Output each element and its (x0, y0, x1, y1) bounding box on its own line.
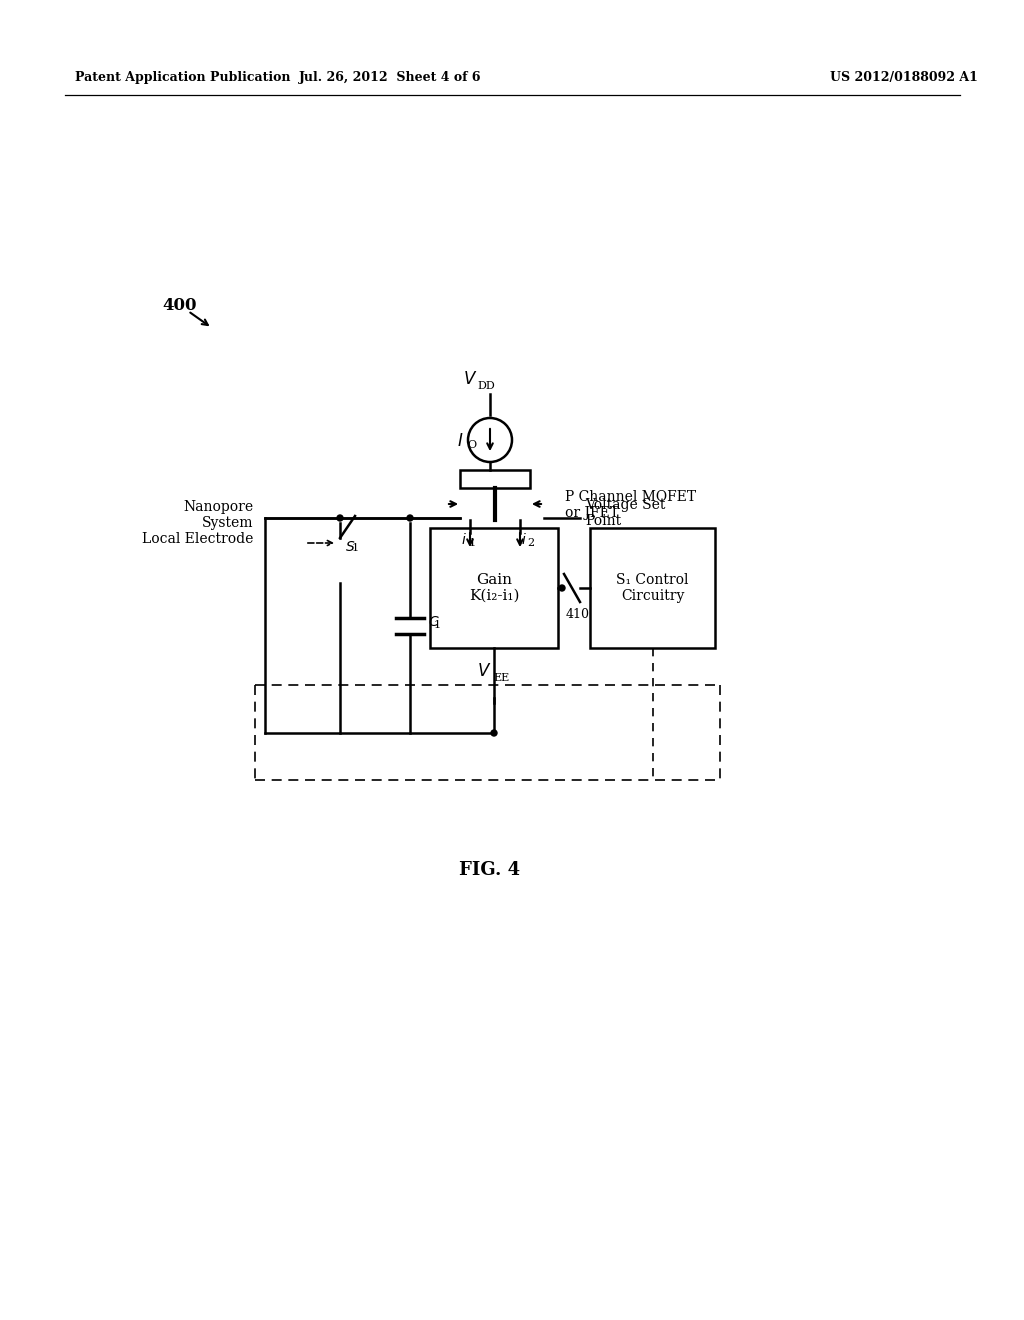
Text: Gain
K(i₂-i₁): Gain K(i₂-i₁) (469, 573, 519, 603)
Circle shape (490, 730, 497, 737)
Bar (590, 528, 715, 648)
Text: $i$: $i$ (521, 532, 526, 548)
Text: DD: DD (477, 381, 495, 391)
Text: 400: 400 (162, 297, 197, 314)
Text: $C$: $C$ (428, 615, 439, 630)
Circle shape (407, 515, 413, 521)
Circle shape (559, 585, 565, 591)
Text: 1: 1 (434, 620, 441, 631)
Text: Patent Application Publication: Patent Application Publication (75, 71, 291, 84)
Text: 1: 1 (469, 539, 476, 548)
Text: 1: 1 (352, 543, 359, 553)
Text: US 2012/0188092 A1: US 2012/0188092 A1 (830, 71, 978, 84)
Text: $V$: $V$ (476, 663, 490, 680)
Text: $S$: $S$ (345, 540, 355, 554)
Text: Jul. 26, 2012  Sheet 4 of 6: Jul. 26, 2012 Sheet 4 of 6 (299, 71, 481, 84)
Text: 410: 410 (566, 609, 590, 620)
Text: $i$: $i$ (461, 532, 467, 548)
Bar (430, 528, 558, 648)
Text: EE: EE (493, 673, 509, 682)
Text: Voltage Set
Point: Voltage Set Point (585, 498, 666, 528)
Text: 2: 2 (527, 539, 535, 548)
Text: FIG. 4: FIG. 4 (460, 861, 520, 879)
Circle shape (337, 515, 343, 521)
Text: $I$: $I$ (457, 433, 463, 450)
Text: Nanopore
System
Local Electrode: Nanopore System Local Electrode (141, 500, 253, 546)
Text: $V$: $V$ (463, 371, 477, 388)
Text: O: O (467, 440, 476, 450)
Text: P Channel MOFET
or JFET: P Channel MOFET or JFET (565, 490, 696, 520)
Text: S₁ Control
Circuitry: S₁ Control Circuitry (616, 573, 689, 603)
Bar (460, 470, 530, 488)
